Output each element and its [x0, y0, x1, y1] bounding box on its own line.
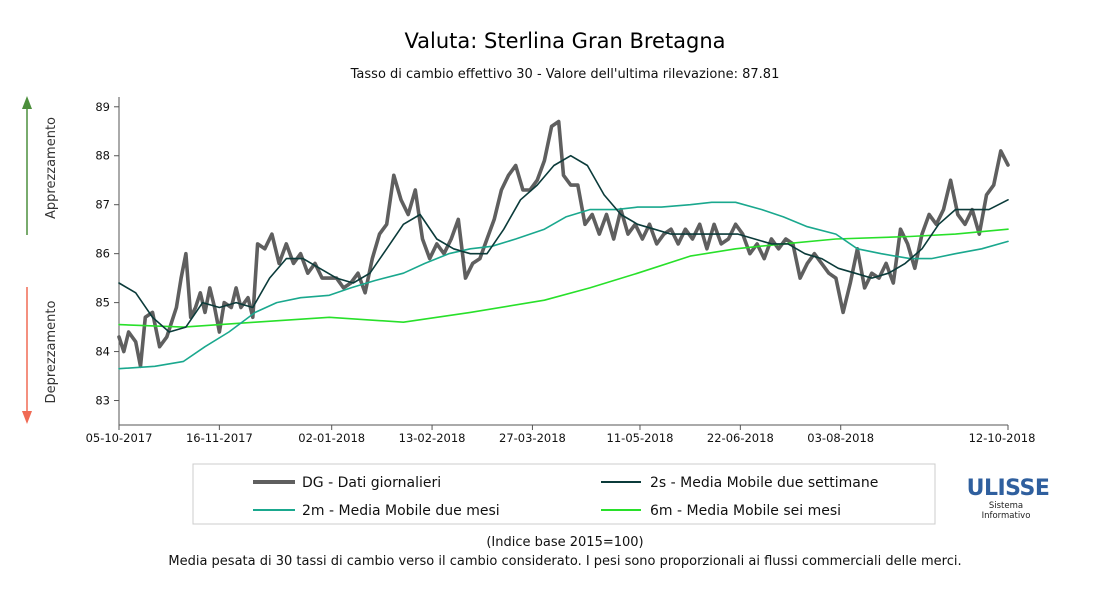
chart-subtitle: Tasso di cambio effettivo 30 - Valore de…	[350, 67, 780, 82]
x-tick-label: 03-08-2018	[807, 431, 874, 445]
legend-label-6m: 6m - Media Mobile sei mesi	[650, 503, 841, 519]
legend-box	[192, 463, 936, 525]
legend-label-2s: 2s - Media Mobile due settimane	[650, 475, 878, 491]
y-tick-label: 87	[95, 198, 110, 212]
y-tick-label: 88	[95, 149, 110, 163]
series-line-daily	[117, 119, 1010, 369]
series-layer	[117, 119, 1010, 370]
series-line-2m	[118, 201, 1009, 370]
chart-title: Valuta: Sterlina Gran Bretagna	[404, 29, 725, 53]
footer-index-note: (Indice base 2015=100)	[486, 535, 643, 550]
y-tick-label: 84	[95, 345, 110, 359]
logo-wordmark: ULISSE	[967, 476, 1050, 501]
series-line-6m	[118, 228, 1009, 328]
depreciation-indicator: Deprezzamento	[22, 287, 59, 424]
axes: 83 84 85 86 87 88 89 05-10-2017 16-11-2017 02-01-…	[86, 97, 1036, 445]
x-tick-label: 12-10-2018	[969, 431, 1036, 445]
depreciation-label: Deprezzamento	[44, 301, 59, 404]
x-tick-label: 16-11-2017	[186, 431, 253, 445]
x-tick-label: 11-05-2018	[607, 431, 674, 445]
down-arrow-head-icon	[22, 411, 32, 424]
logo-line1: Sistema	[989, 501, 1023, 511]
legend: DG - Dati giornalieri 2s - Media Mobile …	[192, 463, 936, 525]
y-tick-label: 89	[95, 100, 110, 114]
x-tick-label: 22-06-2018	[707, 431, 774, 445]
legend-label-2m: 2m - Media Mobile due mesi	[302, 503, 500, 519]
y-tick-label: 86	[95, 247, 110, 261]
series-line-2s	[118, 154, 1009, 333]
y-tick-label: 85	[95, 296, 110, 310]
appreciation-indicator: Apprezzamento	[22, 96, 59, 235]
logo-line2: Informativo	[982, 511, 1031, 521]
footer-description: Media pesata di 30 tassi di cambio verso…	[168, 554, 961, 569]
appreciation-label: Apprezzamento	[44, 117, 59, 219]
up-arrow-head-icon	[22, 96, 32, 109]
x-tick-label: 05-10-2017	[86, 431, 153, 445]
x-tick-label: 13-02-2018	[399, 431, 466, 445]
y-tick-label: 83	[95, 394, 110, 408]
legend-label-daily: DG - Dati giornalieri	[302, 475, 441, 491]
x-tick-label: 27-03-2018	[499, 431, 566, 445]
ulisse-logo: ULISSE Sistema Informativo	[967, 476, 1050, 521]
x-tick-label: 02-01-2018	[298, 431, 365, 445]
